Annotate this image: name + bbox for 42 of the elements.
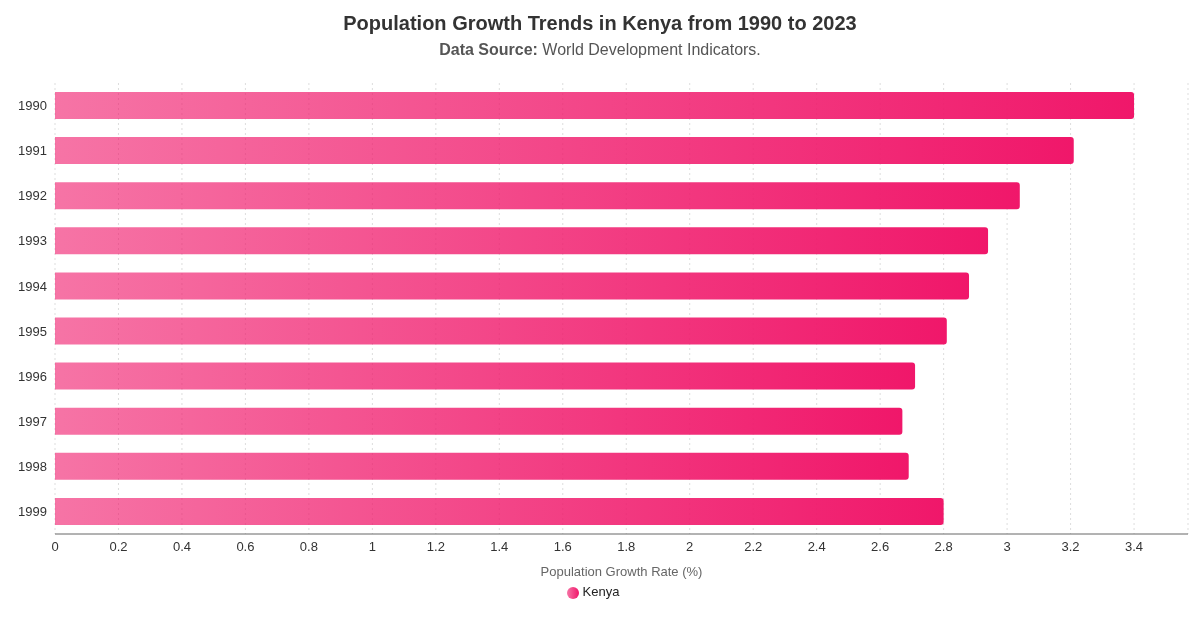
y-tick-label: 1991 [18,143,47,159]
x-tick-label: 1.2 [426,539,445,555]
x-tick-label: 3 [1003,539,1011,555]
x-tick-label: 2.2 [744,539,763,555]
x-tick-label: 0.6 [236,539,255,555]
x-tick-label: 2 [686,539,694,555]
bar [55,317,947,345]
chart-subtitle: Data Source: World Development Indicators. [438,41,762,59]
x-tick-label: 1.8 [617,539,636,555]
x-tick-label: 2.8 [934,539,953,555]
x-tick-label: 2.6 [871,539,890,555]
x-tick-label: 0.8 [299,539,318,555]
x-tick-label: 0.2 [109,539,128,555]
y-tick-label: 1993 [18,233,47,249]
x-tick-label: 1.4 [490,539,509,555]
bar [55,272,970,300]
y-tick-label: 1997 [18,413,47,429]
bar [55,362,916,390]
bar [55,227,989,255]
x-tick-label: 0.4 [172,539,191,555]
x-tick-label: 1 [368,539,376,555]
y-tick-label: 1995 [18,323,47,339]
y-tick-label: 1998 [18,458,47,474]
x-tick-label: 1.6 [553,539,572,555]
bar [55,452,909,480]
y-tick-label: 1999 [18,504,47,520]
y-tick-label: 1992 [18,188,47,204]
bar [55,407,903,435]
bar [55,497,944,525]
x-tick-label: 3.2 [1061,539,1080,555]
x-tick-label: 3.4 [1125,539,1144,555]
legend-label: Kenya [582,584,620,599]
x-tick-label: 2.4 [807,539,826,555]
y-tick-label: 1990 [18,98,47,114]
bar [55,92,1135,120]
y-tick-label: 1994 [18,278,47,294]
x-tick-label: 0 [51,539,59,555]
y-tick-label: 1996 [18,368,47,384]
x-axis-title: Population Growth Rate (%) [540,564,703,579]
bar [55,137,1074,165]
chart-title: Population Growth Trends in Kenya from 1990 to 2023 [342,11,858,35]
bar [55,182,1020,210]
